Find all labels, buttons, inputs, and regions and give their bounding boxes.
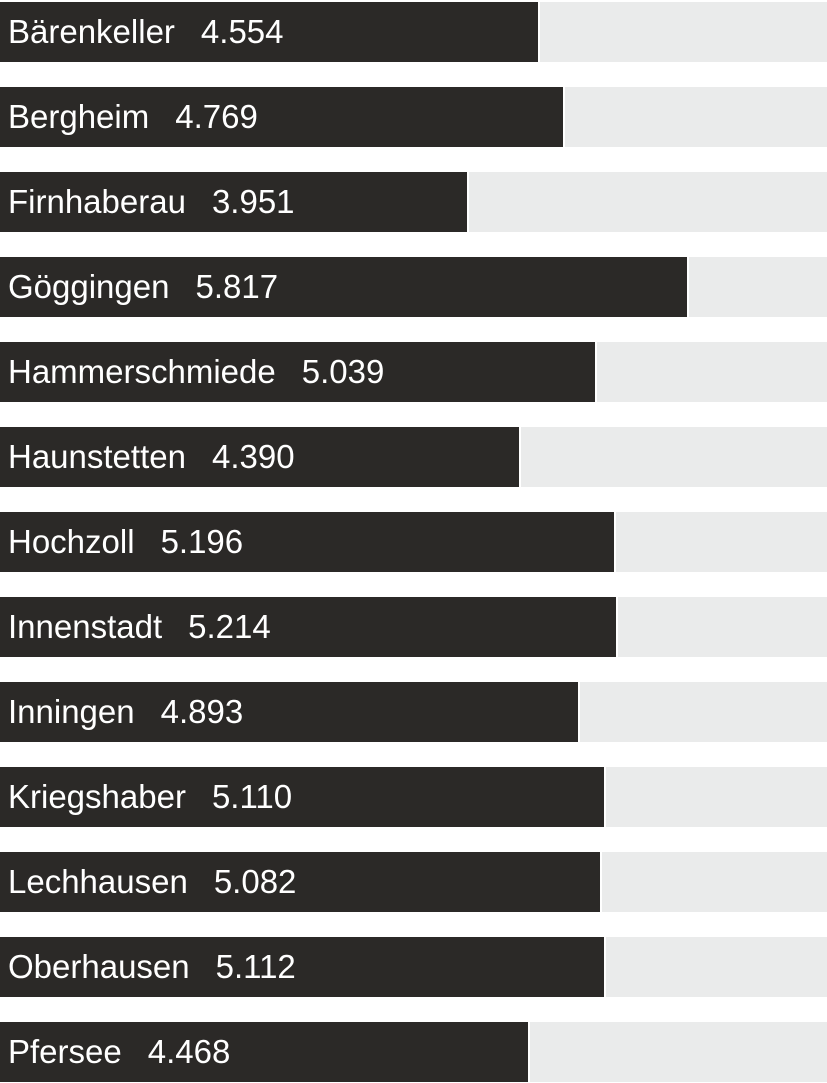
bar: Oberhausen 5.112 <box>0 937 606 997</box>
district-label: Lechhausen <box>8 863 188 900</box>
bar-row: Kriegshaber 5.110 <box>0 767 827 827</box>
bar-row: Bärenkeller 4.554 <box>0 2 827 62</box>
district-label: Hochzoll <box>8 523 135 560</box>
bar: Hammerschmiede 5.039 <box>0 342 598 402</box>
district-label: Innenstadt <box>8 608 163 645</box>
district-label: Göggingen <box>8 268 170 305</box>
bar: Kriegshaber 5.110 <box>0 767 606 827</box>
district-value: 5.196 <box>160 523 244 560</box>
district-value: 5.112 <box>215 948 296 985</box>
district-label: Kriegshaber <box>8 778 186 815</box>
district-label: Pfersee <box>8 1033 122 1070</box>
bar-row: Hammerschmiede 5.039 <box>0 342 827 402</box>
bar-row: Pfersee 4.468 <box>0 1022 827 1082</box>
bar-row: Firnhaberau 3.951 <box>0 172 827 232</box>
bar: Haunstetten 4.390 <box>0 427 521 487</box>
bar: Innenstadt 5.214 <box>0 597 618 657</box>
district-label: Bergheim <box>8 98 150 135</box>
bar-row: Hochzoll 5.196 <box>0 512 827 572</box>
district-label: Bärenkeller <box>8 13 175 50</box>
district-value: 4.390 <box>211 438 295 475</box>
bar: Bergheim 4.769 <box>0 87 566 147</box>
bar: Firnhaberau 3.951 <box>0 172 469 232</box>
bar: Pfersee 4.468 <box>0 1022 530 1082</box>
district-value: 3.951 <box>211 183 295 220</box>
district-value: 5.110 <box>211 778 293 815</box>
bar-row: Oberhausen 5.112 <box>0 937 827 997</box>
bar: Inningen 4.893 <box>0 682 581 742</box>
district-value: 4.468 <box>147 1033 231 1070</box>
district-value: 4.554 <box>200 13 284 50</box>
district-label: Inningen <box>8 693 135 730</box>
bar-row: Lechhausen 5.082 <box>0 852 827 912</box>
bar: Hochzoll 5.196 <box>0 512 616 572</box>
bar: Bärenkeller 4.554 <box>0 2 541 62</box>
bar-row: Inningen 4.893 <box>0 682 827 742</box>
district-label: Hammerschmiede <box>8 353 276 390</box>
district-value: 5.082 <box>213 863 297 900</box>
district-value: 4.769 <box>175 98 258 135</box>
district-label: Firnhaberau <box>8 183 186 220</box>
bar: Göggingen 5.817 <box>0 257 690 317</box>
bar-row: Haunstetten 4.390 <box>0 427 827 487</box>
district-value: 5.817 <box>195 268 279 305</box>
bar: Lechhausen 5.082 <box>0 852 603 912</box>
bar-row: Bergheim 4.769 <box>0 87 827 147</box>
district-label: Haunstetten <box>8 438 186 475</box>
district-value: 4.893 <box>160 693 244 730</box>
bar-row: Innenstadt 5.214 <box>0 597 827 657</box>
district-value: 5.039 <box>301 353 385 390</box>
bar-row: Göggingen 5.817 <box>0 257 827 317</box>
district-label: Oberhausen <box>8 948 190 985</box>
district-value: 5.214 <box>188 608 271 645</box>
